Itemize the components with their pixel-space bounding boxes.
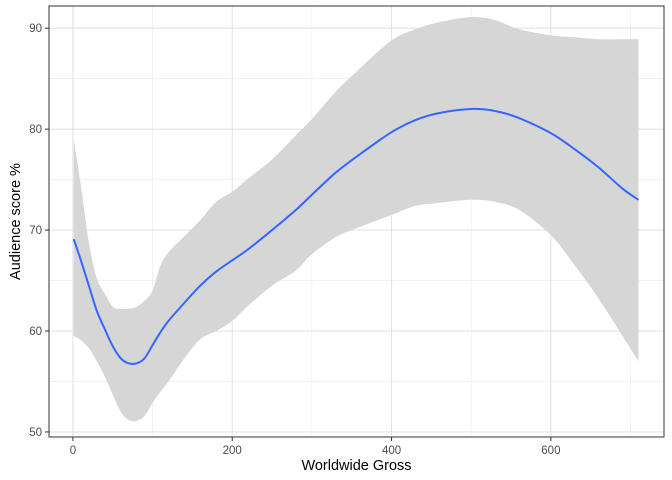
y-tick-label: 50 — [29, 427, 42, 439]
x-tick-label: 0 — [70, 445, 76, 457]
smooth-trend-line — [72, 107, 640, 365]
confidence-band — [73, 17, 639, 422]
confidence-band-layer — [73, 17, 639, 422]
y-tick-label: 90 — [29, 23, 42, 35]
x-axis-ticks: 0 200 400 600 — [70, 437, 560, 457]
y-axis-ticks: 50 60 70 80 90 — [29, 23, 49, 439]
y-axis-title: Audience score % — [8, 163, 24, 280]
x-tick-label: 400 — [382, 445, 401, 457]
panel-border — [48, 5, 665, 438]
x-tick-label: 600 — [541, 445, 560, 457]
y-tick-label: 70 — [29, 225, 42, 237]
y-tick-label: 80 — [29, 124, 42, 136]
x-tick-label: 200 — [223, 445, 242, 457]
series-line-layer — [72, 107, 640, 365]
x-axis-title: Worldwide Gross — [301, 458, 411, 474]
y-tick-label: 60 — [29, 326, 42, 338]
